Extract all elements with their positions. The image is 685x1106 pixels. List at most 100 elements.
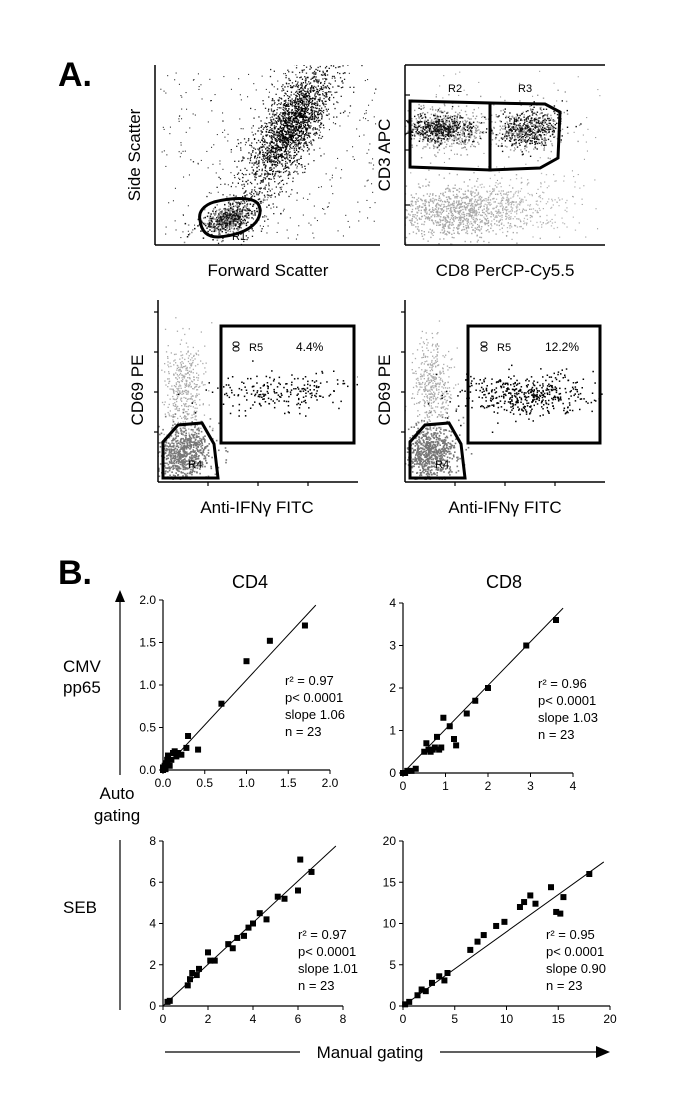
flow-event bbox=[420, 198, 422, 200]
flow-event bbox=[263, 157, 265, 159]
flow-event bbox=[279, 140, 281, 142]
flow-event bbox=[479, 132, 481, 134]
flow-event bbox=[165, 226, 167, 228]
flow-event bbox=[356, 128, 358, 130]
flow-event bbox=[297, 89, 299, 91]
flow-event bbox=[304, 76, 306, 78]
flow-event bbox=[241, 222, 243, 225]
flow-event bbox=[428, 213, 431, 215]
flow-event bbox=[324, 73, 326, 75]
flow-event bbox=[443, 231, 445, 233]
flow-event bbox=[276, 121, 278, 123]
flow-event bbox=[307, 103, 310, 105]
flow-event bbox=[211, 227, 213, 229]
flow-event bbox=[451, 127, 453, 129]
flow-event bbox=[258, 169, 260, 171]
flow-event bbox=[193, 79, 195, 81]
flow-event bbox=[262, 151, 264, 154]
flow-event bbox=[317, 117, 319, 120]
flow-event bbox=[462, 126, 464, 129]
flow-event bbox=[514, 120, 516, 122]
flow-event bbox=[411, 131, 413, 133]
flow-event bbox=[456, 173, 458, 176]
flow-event bbox=[270, 141, 273, 143]
flow-event bbox=[421, 130, 423, 132]
flow-event bbox=[296, 171, 298, 173]
flow-event bbox=[302, 116, 304, 118]
flow-event bbox=[319, 99, 321, 101]
flow-event bbox=[277, 183, 279, 185]
flow-event bbox=[401, 120, 402, 121]
flow-event bbox=[308, 134, 310, 136]
flow-event bbox=[307, 91, 309, 93]
flow-event bbox=[432, 138, 434, 140]
flow-event bbox=[447, 231, 450, 234]
flow-event bbox=[239, 216, 241, 218]
flow-event bbox=[428, 131, 431, 133]
flow-event bbox=[297, 81, 299, 83]
flow-event bbox=[512, 133, 514, 135]
flow-event bbox=[267, 146, 269, 149]
flow-event bbox=[295, 121, 298, 123]
flow-event bbox=[237, 215, 239, 218]
flow-event bbox=[352, 156, 354, 158]
flow-event bbox=[342, 65, 344, 67]
flow-event bbox=[259, 182, 262, 184]
flow-event bbox=[220, 212, 222, 215]
flow-event bbox=[424, 132, 426, 135]
flow-event bbox=[323, 82, 326, 85]
flow-event bbox=[289, 146, 292, 149]
flow-event bbox=[532, 125, 534, 127]
flow-event bbox=[267, 160, 269, 162]
flow-event bbox=[449, 137, 451, 139]
flow-event bbox=[547, 117, 549, 120]
flow-event bbox=[421, 235, 424, 237]
flow-event bbox=[278, 107, 281, 109]
flow-event bbox=[247, 179, 249, 181]
flow-event bbox=[274, 148, 276, 150]
flow-event bbox=[413, 126, 416, 129]
flow-event bbox=[301, 121, 303, 123]
flow-event bbox=[305, 103, 307, 105]
flow-event bbox=[300, 121, 302, 123]
flow-event bbox=[407, 121, 409, 123]
flow-event bbox=[329, 60, 330, 61]
flow-event bbox=[239, 178, 241, 180]
flow-event bbox=[422, 134, 424, 136]
flow-event bbox=[433, 123, 435, 125]
flow-event bbox=[504, 134, 506, 136]
flow-event bbox=[304, 80, 307, 82]
flow-event bbox=[520, 113, 523, 115]
flow-event bbox=[268, 185, 270, 187]
flow-event bbox=[280, 127, 282, 129]
flow-event bbox=[293, 151, 296, 154]
flow-event bbox=[463, 127, 465, 129]
flow-event bbox=[305, 115, 308, 117]
flow-event bbox=[433, 135, 435, 137]
flow-event bbox=[269, 117, 271, 119]
flow-event bbox=[216, 239, 219, 241]
flow-event bbox=[544, 121, 547, 124]
flow-event bbox=[210, 100, 212, 102]
flow-event bbox=[537, 122, 539, 124]
flow-event bbox=[288, 143, 290, 145]
flow-event bbox=[236, 209, 238, 212]
flow-event bbox=[258, 149, 260, 151]
flow-event bbox=[512, 127, 514, 129]
flow-event bbox=[310, 111, 312, 113]
flow-event bbox=[358, 135, 360, 137]
flow-event bbox=[550, 126, 552, 128]
flow-event bbox=[277, 159, 279, 161]
flow-event bbox=[276, 109, 278, 111]
flow-event bbox=[296, 115, 298, 118]
flow-event bbox=[246, 194, 248, 196]
flow-event bbox=[320, 46, 321, 47]
flow-event bbox=[182, 214, 184, 216]
flow-event bbox=[529, 115, 531, 117]
flow-event bbox=[302, 122, 304, 124]
flow-event bbox=[311, 115, 313, 118]
flow-event bbox=[235, 218, 237, 220]
flow-event bbox=[253, 147, 255, 149]
flow-event bbox=[248, 152, 250, 154]
flow-event bbox=[485, 215, 488, 217]
